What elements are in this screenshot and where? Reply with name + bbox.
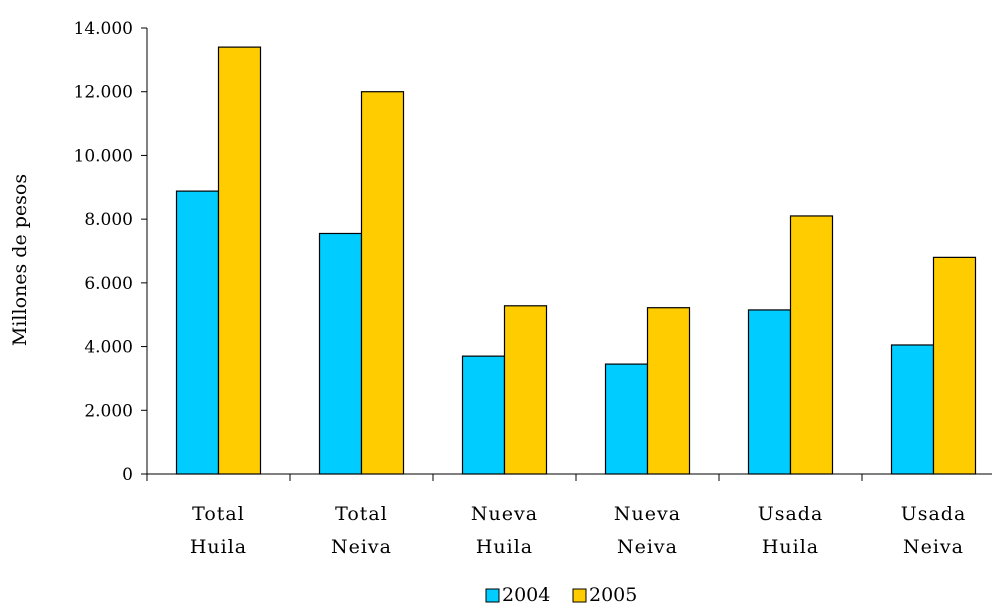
bar-2004: [175, 190, 220, 475]
y-tick-label: 10.000: [74, 146, 133, 166]
bar-2004: [461, 355, 506, 475]
bar-2004: [747, 309, 792, 475]
x-tick-label: Huila: [762, 536, 819, 558]
x-tick-label: Neiva: [617, 536, 678, 558]
y-axis: 0 2.000 4.000 6.000 8.000 10.000 12.000 14.000: [74, 19, 148, 485]
bar-2004: [318, 232, 363, 475]
x-tick-label: Nueva: [614, 503, 681, 525]
y-tick-label: 14.000: [74, 19, 133, 39]
y-tick-label: 2.000: [84, 401, 133, 421]
bar-2005: [503, 305, 548, 475]
y-axis-title: Millones de pesos: [9, 174, 31, 346]
bar-2005: [217, 46, 262, 475]
bars: [175, 46, 977, 475]
x-tick-label: Total: [192, 503, 245, 525]
x-axis: Total Huila Total Neiva Nueva Huila Nueva Neiva…: [146, 473, 992, 558]
y-tick-label: 4.000: [84, 338, 133, 358]
bar-2004: [604, 363, 649, 475]
y-tick-label: 12.000: [74, 83, 133, 103]
x-tick-label: Usada: [758, 503, 824, 525]
bar-2005: [360, 91, 405, 475]
legend-label-2005: 2005: [589, 584, 637, 606]
legend-label-2004: 2004: [502, 584, 550, 606]
bar-2005: [789, 215, 834, 475]
x-tick-label: Huila: [190, 536, 247, 558]
y-tick-label: 6.000: [84, 274, 133, 294]
x-tick-label: Neiva: [331, 536, 392, 558]
x-tick-label: Neiva: [903, 536, 964, 558]
legend: 2004 2005: [485, 584, 637, 606]
x-tick-label: Usada: [901, 503, 967, 525]
bar-2004: [890, 344, 935, 475]
x-tick-label: Huila: [476, 536, 533, 558]
legend-swatch-2005: [572, 588, 587, 603]
legend-swatch-2004: [485, 588, 500, 603]
x-tick-label: Nueva: [471, 503, 538, 525]
bar-2005: [932, 256, 977, 475]
y-tick-label: 0: [122, 465, 133, 485]
x-tick-label: Total: [335, 503, 388, 525]
bar-2005: [646, 307, 691, 475]
y-tick-label: 8.000: [84, 210, 133, 230]
